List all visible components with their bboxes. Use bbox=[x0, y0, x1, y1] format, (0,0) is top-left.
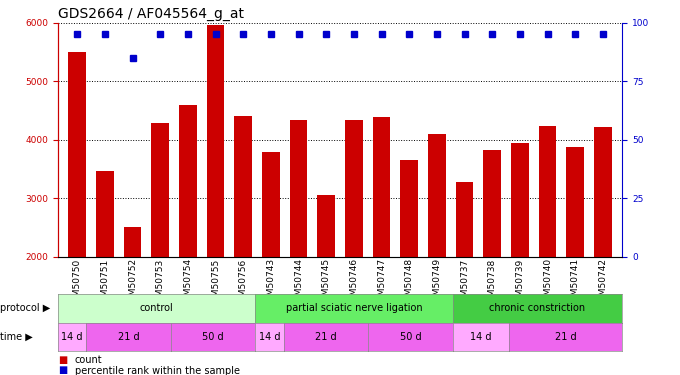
Bar bbox=[456, 183, 473, 257]
Bar bbox=[234, 116, 252, 257]
Text: 14 d: 14 d bbox=[258, 332, 280, 342]
Text: 50 d: 50 d bbox=[400, 332, 422, 342]
Text: ■: ■ bbox=[58, 366, 67, 375]
Bar bbox=[373, 117, 390, 257]
Bar bbox=[290, 120, 307, 257]
Text: percentile rank within the sample: percentile rank within the sample bbox=[75, 366, 240, 375]
Bar bbox=[483, 150, 501, 257]
Bar bbox=[207, 26, 224, 257]
Bar bbox=[539, 126, 556, 257]
Text: chronic constriction: chronic constriction bbox=[490, 303, 585, 313]
Bar bbox=[262, 152, 280, 257]
Bar bbox=[179, 105, 197, 257]
Text: partial sciatic nerve ligation: partial sciatic nerve ligation bbox=[286, 303, 422, 313]
Text: 21 d: 21 d bbox=[555, 332, 577, 342]
Text: 14 d: 14 d bbox=[61, 332, 83, 342]
Bar bbox=[511, 143, 529, 257]
Bar bbox=[594, 127, 612, 257]
Bar bbox=[68, 53, 86, 257]
Text: 21 d: 21 d bbox=[315, 332, 337, 342]
Bar bbox=[124, 227, 141, 257]
Bar bbox=[96, 171, 114, 257]
Bar bbox=[400, 160, 418, 257]
Text: 50 d: 50 d bbox=[202, 332, 224, 342]
Text: count: count bbox=[75, 356, 103, 365]
Text: control: control bbox=[139, 303, 173, 313]
Text: protocol ▶: protocol ▶ bbox=[0, 303, 50, 313]
Bar bbox=[317, 195, 335, 257]
Bar bbox=[151, 123, 169, 257]
Text: 14 d: 14 d bbox=[471, 332, 492, 342]
Text: 21 d: 21 d bbox=[118, 332, 139, 342]
Text: time ▶: time ▶ bbox=[0, 332, 33, 342]
Text: GDS2664 / AF045564_g_at: GDS2664 / AF045564_g_at bbox=[58, 8, 244, 21]
Text: ■: ■ bbox=[58, 356, 67, 365]
Bar bbox=[428, 134, 446, 257]
Bar bbox=[566, 147, 584, 257]
Bar bbox=[345, 120, 363, 257]
